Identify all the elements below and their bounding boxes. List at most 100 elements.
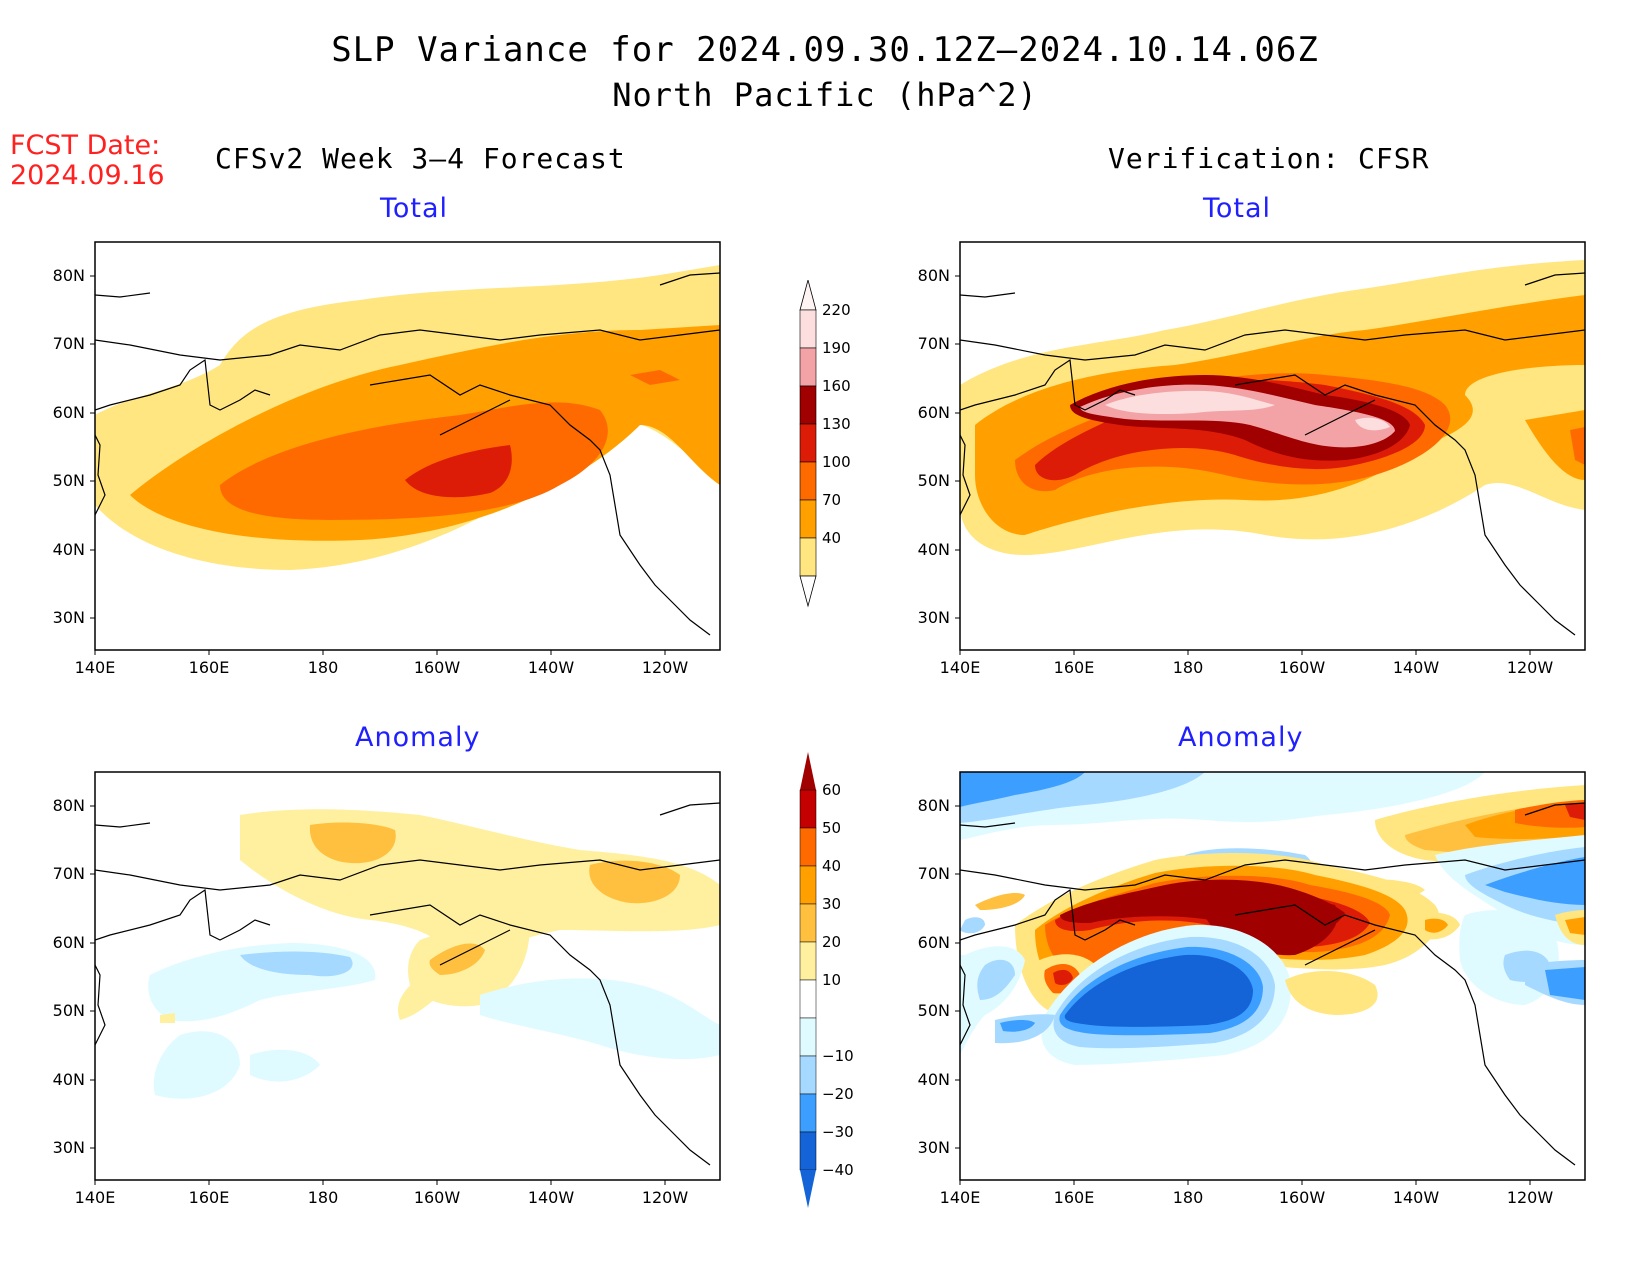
lon-tick-labels: 140E 160E 180 160W 140W 120W <box>75 658 689 677</box>
colorbar-total-bottom-arrow <box>799 575 817 608</box>
colorbar-anomaly-boxes <box>799 752 817 1208</box>
colorbar-anomaly-label: −30 <box>822 1123 854 1141</box>
lat-tick: 40N <box>53 1070 85 1089</box>
map-fcst-anomaly: 80N 70N 60N 50N 40N 30N 140E 160E 180 16… <box>53 771 721 1207</box>
lat-tick: 50N <box>53 471 85 490</box>
colorbar-anomaly-box <box>799 979 817 1019</box>
lat-tick: 70N <box>53 334 85 353</box>
colorbar-total-label: 190 <box>822 339 851 357</box>
lat-tick: 80N <box>53 266 85 285</box>
contour-fill-verif-anomaly <box>960 772 1585 1065</box>
lon-tick: 160E <box>1054 1188 1095 1207</box>
lon-tick: 120W <box>1507 658 1554 677</box>
lon-tick: 120W <box>642 658 689 677</box>
lat-tick: 30N <box>53 608 85 627</box>
right-column-title: Verification: CFSR <box>1108 142 1430 175</box>
lat-tick-labels: 80N 70N 60N 50N 40N 30N <box>918 266 950 627</box>
colorbar-anomaly-box <box>799 903 817 943</box>
lon-tick: 120W <box>1507 1188 1554 1207</box>
coastline <box>960 272 1585 636</box>
lon-tick: 160W <box>1279 658 1326 677</box>
lon-tick: 160W <box>1279 1188 1326 1207</box>
lat-tick: 30N <box>918 608 950 627</box>
lon-tick-labels: 140E 160E 180 160W 140W 120W <box>75 1188 689 1207</box>
main-title: SLP Variance for 2024.09.30.12Z–2024.10.… <box>331 30 1319 70</box>
lat-tick-labels: 80N 70N 60N 50N 40N 30N <box>53 266 85 627</box>
colorbar-anomaly-box <box>799 1017 817 1057</box>
lon-tick-labels: 140E 160E 180 160W 140W 120W <box>940 1188 1554 1207</box>
panel-title-fcst-total: Total <box>380 193 449 224</box>
lon-tick: 160E <box>189 658 230 677</box>
lat-tick-labels: 80N 70N 60N 50N 40N 30N <box>53 796 85 1157</box>
colorbar-total-box <box>799 499 817 539</box>
lon-tick: 160E <box>1054 658 1095 677</box>
colorbar-total-label: 100 <box>822 453 851 471</box>
colorbar-total-box <box>799 537 817 577</box>
contour-fill-fcst-total <box>95 265 720 570</box>
lon-tick: 180 <box>1173 1188 1204 1207</box>
colorbar-anomaly-box <box>799 827 817 867</box>
colorbar-anomaly: 60 50 40 30 20 10 −10 −20 −30 −40 <box>799 752 854 1208</box>
colorbar-anomaly-top-arrow <box>800 752 816 790</box>
lon-tick: 140E <box>75 1188 116 1207</box>
lon-tick: 160W <box>414 658 461 677</box>
colorbar-total-labels: 220 190 160 130 100 70 40 <box>822 301 851 547</box>
colorbar-total-label: 220 <box>822 301 851 319</box>
lat-tick: 50N <box>918 471 950 490</box>
contour-fill-fcst-anomaly <box>148 809 720 1099</box>
colorbar-total-box <box>799 461 817 501</box>
lat-tick: 70N <box>53 864 85 883</box>
coastline <box>95 272 720 636</box>
colorbar-total: 220 190 160 130 100 70 40 <box>799 280 851 608</box>
panel-title-fcst-anomaly: Anomaly <box>355 722 481 753</box>
lat-tick: 80N <box>53 796 85 815</box>
lat-tick: 40N <box>918 540 950 559</box>
panel-title-verif-anomaly: Anomaly <box>1178 722 1304 753</box>
colorbar-anomaly-label: 10 <box>822 971 841 989</box>
lon-tick: 180 <box>308 658 339 677</box>
colorbar-anomaly-box <box>799 1055 817 1095</box>
left-column-title: CFSv2 Week 3–4 Forecast <box>215 142 626 175</box>
colorbar-total-label: 70 <box>822 491 841 509</box>
lon-tick-labels: 140E 160E 180 160W 140W 120W <box>940 658 1554 677</box>
colorbar-anomaly-label: 40 <box>822 857 841 875</box>
lat-tick: 60N <box>53 403 85 422</box>
colorbar-total-boxes <box>799 280 817 608</box>
lon-tick: 140E <box>940 658 981 677</box>
lon-tick: 140E <box>940 1188 981 1207</box>
colorbar-total-box <box>799 423 817 463</box>
colorbar-total-box <box>799 347 817 387</box>
colorbar-anomaly-box <box>799 1131 817 1171</box>
lat-tick: 80N <box>918 796 950 815</box>
map-fcst-total: 80N 70N 60N 50N 40N 30N 140E 160E 180 16… <box>53 241 721 677</box>
map-verif-total: 80N 70N 60N 50N 40N 30N 140E 160E 180 16… <box>918 241 1586 677</box>
lon-tick: 160E <box>189 1188 230 1207</box>
lon-tick: 140W <box>1393 1188 1440 1207</box>
colorbar-anomaly-box <box>799 1093 817 1133</box>
colorbar-anomaly-label: 30 <box>822 895 841 913</box>
lat-tick: 30N <box>918 1138 950 1157</box>
lat-tick: 70N <box>918 864 950 883</box>
colorbar-anomaly-label: 20 <box>822 933 841 951</box>
colorbar-anomaly-label: 60 <box>822 781 841 799</box>
fcst-date-value: 2024.09.16 <box>10 160 165 191</box>
lat-tick: 60N <box>918 403 950 422</box>
lat-tick: 70N <box>918 334 950 353</box>
lat-tick: 80N <box>918 266 950 285</box>
lon-tick: 140E <box>75 658 116 677</box>
lat-tick: 40N <box>918 1070 950 1089</box>
lon-tick: 140W <box>528 658 575 677</box>
lat-tick: 30N <box>53 1138 85 1157</box>
coastline <box>95 802 720 1166</box>
lon-tick: 180 <box>308 1188 339 1207</box>
colorbar-anomaly-label: −40 <box>822 1161 854 1179</box>
lat-tick: 60N <box>53 933 85 952</box>
colorbar-anomaly-box <box>799 789 817 829</box>
colorbar-total-label: 160 <box>822 377 851 395</box>
lon-tick: 120W <box>642 1188 689 1207</box>
colorbar-anomaly-label: 50 <box>822 819 841 837</box>
fcst-date-label: FCST Date: <box>10 130 161 161</box>
panel-title-verif-total: Total <box>1203 193 1272 224</box>
lon-tick: 180 <box>1173 658 1204 677</box>
lon-tick: 140W <box>528 1188 575 1207</box>
